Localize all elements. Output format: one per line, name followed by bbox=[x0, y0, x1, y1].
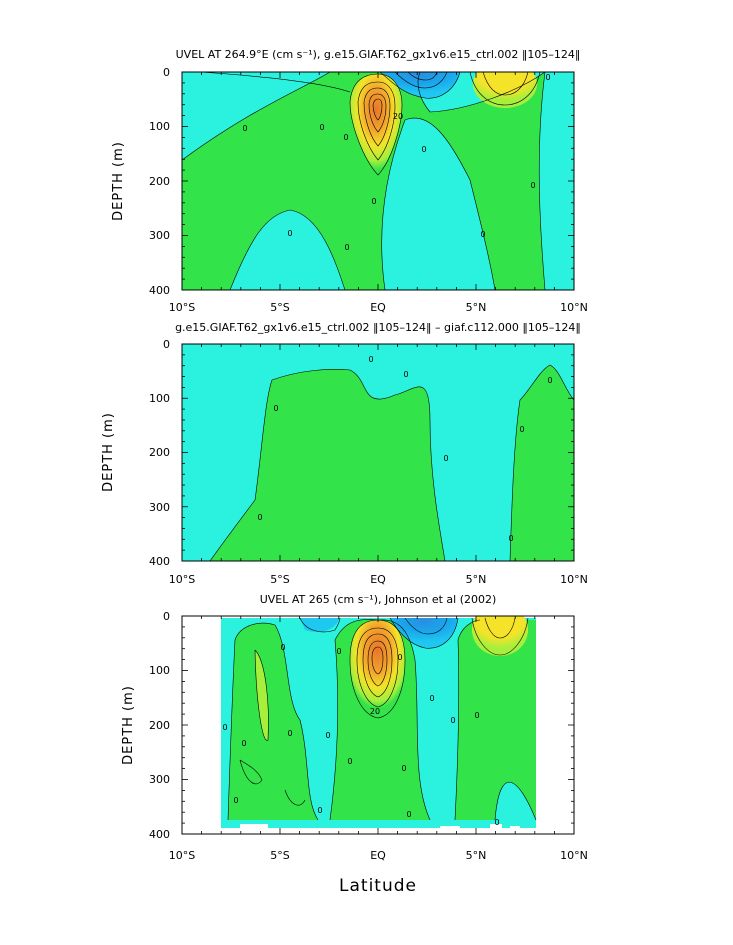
panel-1-x-axis: 10°S 5°S EQ 5°N 10°N bbox=[169, 301, 588, 314]
panel-3-title: UVEL AT 265 (cm s⁻¹), Johnson et al (200… bbox=[260, 593, 497, 606]
contour-label: 0 bbox=[530, 181, 535, 190]
y-axis-label: DEPTH (m) bbox=[121, 685, 136, 765]
panel-3-x-axis: 10°S 5°S EQ 5°N 10°N bbox=[169, 849, 588, 862]
panel-3-contour-labels: 0 0 0 0 0 0 0 0 0 0 0 0 0 0 0 20 0 bbox=[222, 643, 499, 827]
x-tick-label: 10°N bbox=[560, 849, 588, 862]
contour-label: 0 bbox=[273, 404, 278, 413]
y-axis-label: DEPTH (m) bbox=[111, 141, 126, 221]
contour-label: 0 bbox=[317, 806, 322, 815]
panel-1-y-axis: 0 100 200 300 400 DEPTH (m) bbox=[111, 66, 170, 297]
contour-label: 0 bbox=[474, 711, 479, 720]
contour-label: 0 bbox=[319, 123, 324, 132]
contour-label: 20 bbox=[393, 112, 403, 121]
x-tick-label: 5°S bbox=[270, 573, 289, 586]
x-tick-label: 10°S bbox=[169, 573, 195, 586]
panel-2-contour-labels: 0 0 0 0 0 0 0 0 bbox=[257, 355, 552, 543]
x-tick-label: EQ bbox=[370, 301, 386, 314]
contour-label: 0 bbox=[371, 197, 376, 206]
y-tick-label: 200 bbox=[149, 446, 170, 459]
contour-label: 0 bbox=[545, 73, 550, 82]
contour-label: 0 bbox=[287, 729, 292, 738]
contour-label: 0 bbox=[347, 757, 352, 766]
panel-2-y-axis: 0 100 200 300 400 DEPTH (m) bbox=[101, 338, 170, 568]
x-tick-label: 10°N bbox=[560, 573, 588, 586]
contour-label: 0 bbox=[325, 731, 330, 740]
panel-2-title: g.e15.GIAF.T62_gx1v6.e15_ctrl.002 ‖105–1… bbox=[175, 321, 581, 334]
contour-label: 0 bbox=[242, 124, 247, 133]
y-axis-label: DEPTH (m) bbox=[101, 412, 116, 492]
y-tick-label: 100 bbox=[149, 392, 170, 405]
x-tick-label: 5°S bbox=[270, 849, 289, 862]
panel-2-ticks bbox=[181, 343, 575, 562]
panel-1-field: 0 0 0 0 0 0 0 0 0 0 20 bbox=[182, 72, 574, 290]
y-tick-label: 100 bbox=[149, 664, 170, 677]
contour-label: 0 bbox=[403, 370, 408, 379]
contour-label: 0 bbox=[508, 534, 513, 543]
contour-label: 0 bbox=[343, 133, 348, 142]
contour-label: 0 bbox=[547, 376, 552, 385]
panel-2-field: 0 0 0 0 0 0 0 0 bbox=[182, 344, 574, 561]
x-tick-label: 10°S bbox=[169, 849, 195, 862]
contour-label: 0 bbox=[222, 723, 227, 732]
contour-label: 0 bbox=[257, 513, 262, 522]
panel-3-field: 0 0 0 0 0 0 0 0 0 0 0 0 0 0 0 20 0 bbox=[182, 616, 574, 834]
y-tick-label: 0 bbox=[163, 610, 170, 623]
contour-label: 0 bbox=[519, 425, 524, 434]
y-tick-label: 400 bbox=[149, 828, 170, 841]
contour-label: 0 bbox=[241, 739, 246, 748]
panel-3: UVEL AT 265 (cm s⁻¹), Johnson et al (200… bbox=[121, 593, 588, 862]
contour-label: 0 bbox=[450, 716, 455, 725]
y-tick-label: 400 bbox=[149, 555, 170, 568]
contour-label: 0 bbox=[480, 230, 485, 239]
panel-3-y-axis: 0 100 200 300 400 DEPTH (m) bbox=[121, 610, 170, 841]
y-tick-label: 300 bbox=[149, 501, 170, 514]
x-axis-title: Latitude bbox=[339, 876, 417, 896]
panel-1-title: UVEL AT 264.9°E (cm s⁻¹), g.e15.GIAF.T62… bbox=[176, 48, 581, 61]
x-tick-label: 5°S bbox=[270, 301, 289, 314]
x-tick-label: 10°S bbox=[169, 301, 195, 314]
y-tick-label: 0 bbox=[163, 66, 170, 79]
y-tick-label: 300 bbox=[149, 229, 170, 242]
x-tick-label: 5°N bbox=[466, 301, 487, 314]
contour-label: 0 bbox=[397, 653, 402, 662]
contour-label: 0 bbox=[401, 764, 406, 773]
contour-label: 0 bbox=[280, 643, 285, 652]
panel-3-ticks bbox=[181, 615, 575, 835]
y-tick-label: 200 bbox=[149, 719, 170, 732]
contour-label: 0 bbox=[421, 145, 426, 154]
x-tick-label: 5°N bbox=[466, 849, 487, 862]
y-tick-label: 200 bbox=[149, 175, 170, 188]
x-tick-label: 5°N bbox=[466, 573, 487, 586]
panel-1-ticks bbox=[181, 71, 575, 291]
contour-label: 0 bbox=[429, 694, 434, 703]
contour-label: 0 bbox=[443, 454, 448, 463]
y-tick-label: 400 bbox=[149, 284, 170, 297]
contour-label: 0 bbox=[494, 818, 499, 827]
y-tick-label: 0 bbox=[163, 338, 170, 351]
panel-1: UVEL AT 264.9°E (cm s⁻¹), g.e15.GIAF.T62… bbox=[111, 48, 588, 314]
y-tick-label: 100 bbox=[149, 120, 170, 133]
contour-label: 0 bbox=[233, 796, 238, 805]
panel-2-x-axis: 10°S 5°S EQ 5°N 10°N bbox=[169, 573, 588, 586]
panel-1-contour-labels: 0 0 0 0 0 0 0 0 0 0 20 bbox=[242, 73, 550, 252]
contour-label: 0 bbox=[344, 243, 349, 252]
x-tick-label: 10°N bbox=[560, 301, 588, 314]
panel-2: g.e15.GIAF.T62_gx1v6.e15_ctrl.002 ‖105–1… bbox=[101, 321, 588, 586]
contour-label: 0 bbox=[368, 355, 373, 364]
x-tick-label: EQ bbox=[370, 849, 386, 862]
y-tick-label: 300 bbox=[149, 773, 170, 786]
contour-label: 20 bbox=[370, 707, 380, 716]
contour-label: 0 bbox=[287, 229, 292, 238]
contour-label: 0 bbox=[336, 647, 341, 656]
x-tick-label: EQ bbox=[370, 573, 386, 586]
contour-label: 0 bbox=[406, 810, 411, 819]
